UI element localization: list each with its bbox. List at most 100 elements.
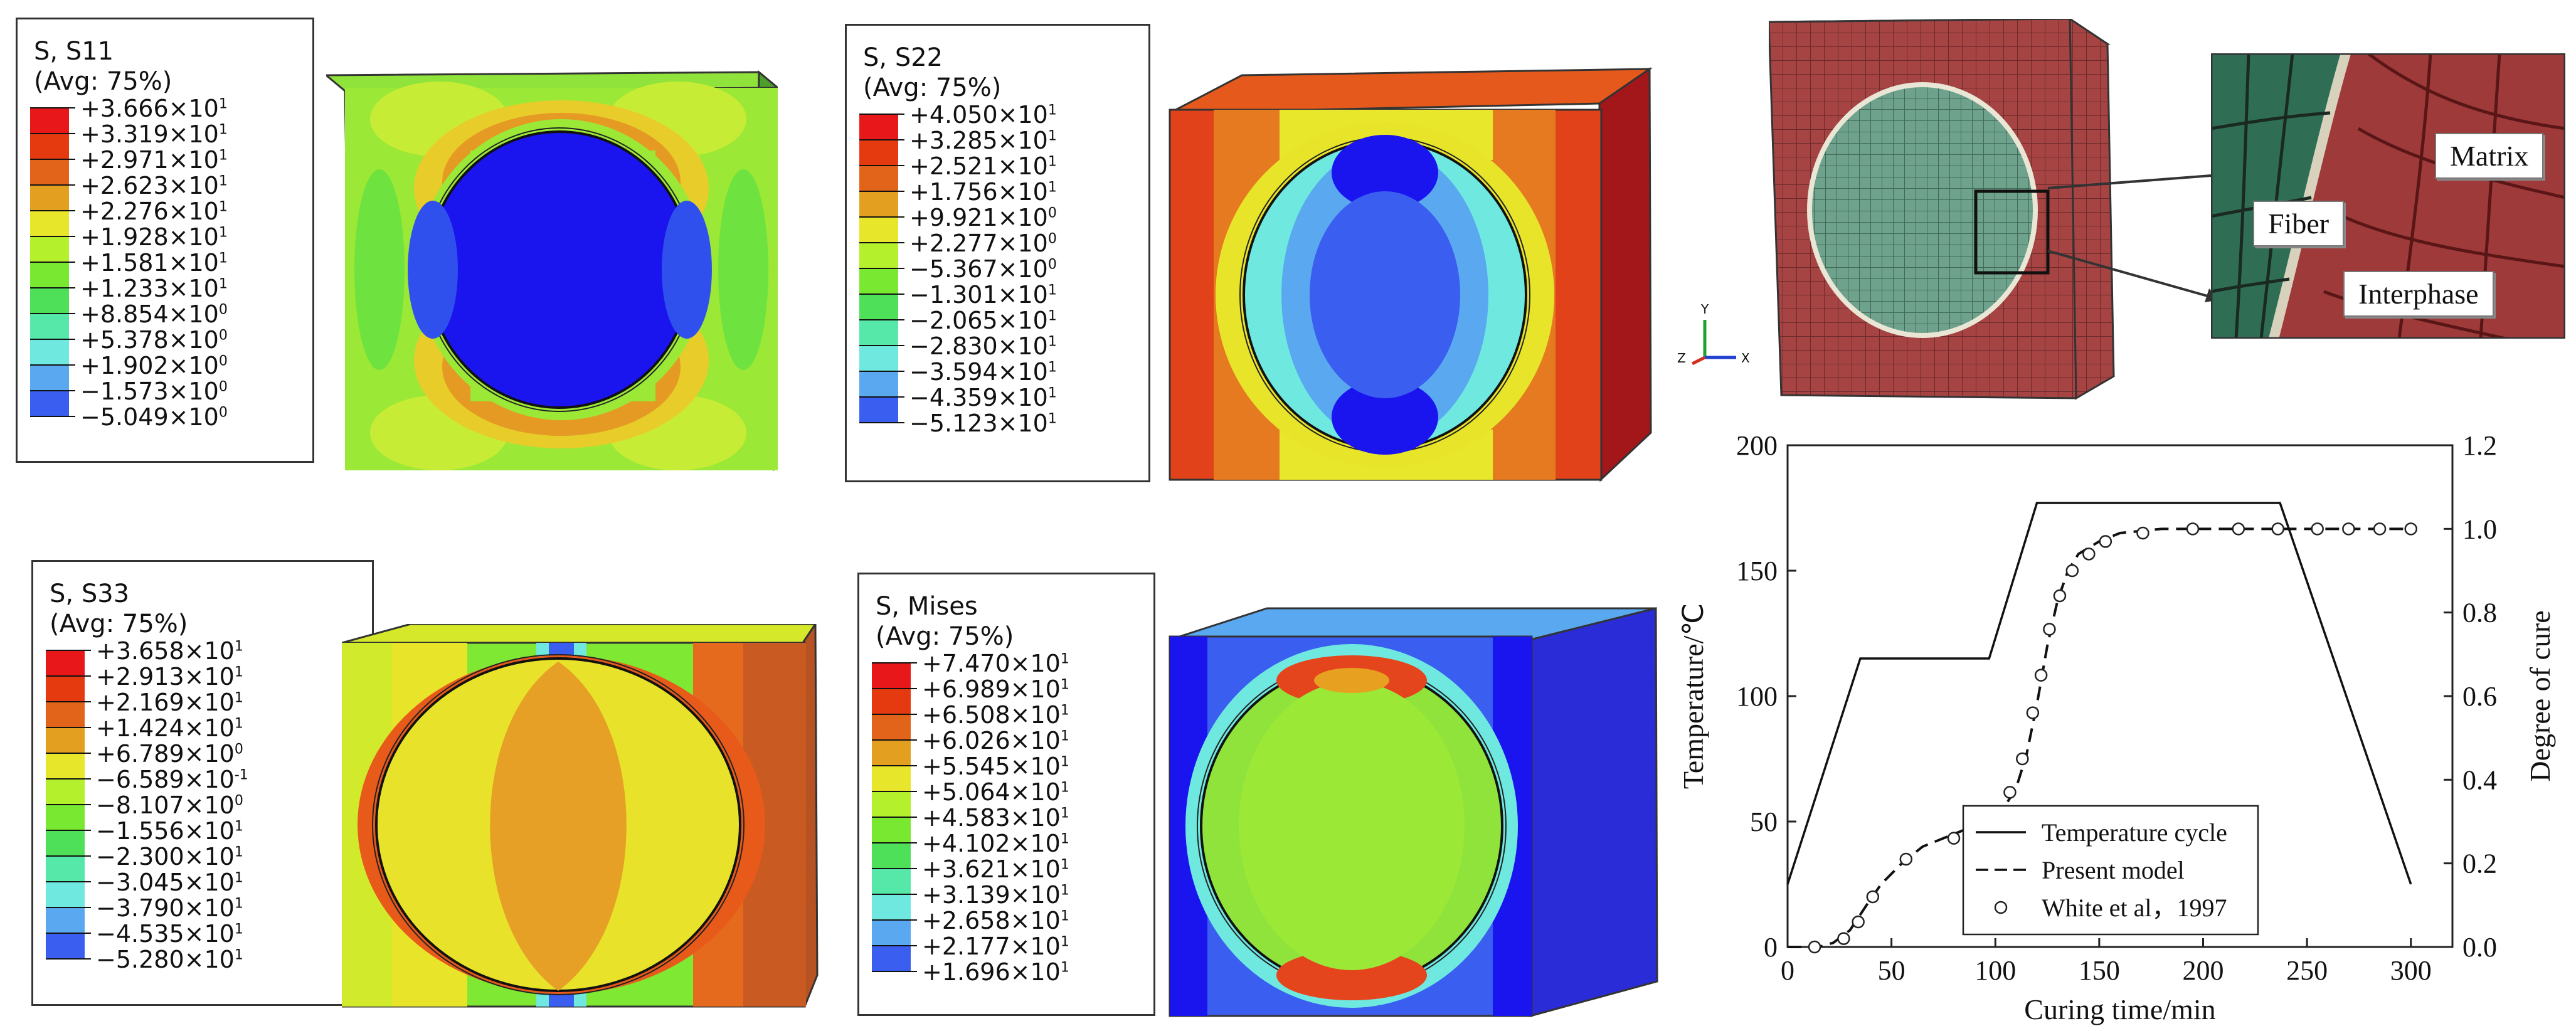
legend-value: −1.556×101 — [96, 817, 243, 845]
x-tick-label: 200 — [2183, 955, 2224, 986]
legend-tick — [859, 216, 904, 218]
legend-value: +1.233×101 — [80, 275, 228, 302]
legend-tick — [859, 293, 904, 295]
y-axis-label: Temperature/℃ — [1677, 603, 1709, 789]
legend-value: +3.621×101 — [922, 855, 1069, 883]
legend-value: +3.139×101 — [922, 881, 1069, 909]
legend-swatch — [872, 662, 911, 688]
x-tick-label: 100 — [1974, 955, 2016, 986]
legend-value: +2.169×101 — [96, 689, 243, 716]
legend-value: −2.830×101 — [909, 332, 1057, 360]
legend-tick — [30, 236, 75, 237]
legend-swatch — [859, 371, 898, 396]
legend-swatch — [30, 313, 69, 339]
legend-value: +2.971×101 — [80, 146, 228, 174]
legend-swatch — [46, 855, 85, 881]
legend-swatch — [872, 945, 911, 971]
triad-label-z: Z — [1677, 351, 1686, 366]
coordinate-triad: Y X Z — [1677, 302, 1750, 366]
legend-swatch — [859, 191, 898, 216]
legend-s33: S, S33 (Avg: 75%) +3.658×101 +2.913×101 +2.1… — [31, 560, 374, 1006]
label-fiber: Fiber — [2253, 201, 2345, 246]
legend-value: +3.319×101 — [80, 120, 228, 148]
legend-value: +4.102×101 — [922, 830, 1069, 857]
legend-average: (Avg: 75%) — [34, 67, 172, 96]
legend-tick — [859, 345, 904, 346]
x-tick-label: 0 — [1781, 955, 1794, 986]
data-point-white-1997 — [2136, 526, 2149, 540]
legend-tick — [46, 701, 91, 702]
legend-value: +2.623×101 — [80, 172, 228, 199]
legend-value: +2.177×101 — [922, 933, 1069, 960]
legend-value: +9.921×100 — [909, 204, 1057, 231]
legend-swatch — [46, 933, 85, 958]
legend-tick — [872, 817, 917, 818]
legend-value: −8.107×100 — [96, 791, 243, 819]
x-tick-label: 250 — [2286, 955, 2328, 986]
chart-legend-label: Temperature cycle — [2042, 818, 2227, 847]
legend-value: +1.424×101 — [96, 714, 243, 742]
y-tick-label: 150 — [1736, 556, 1778, 586]
legend-tick — [872, 765, 917, 766]
legend-value: −5.049×100 — [80, 403, 228, 431]
chart-legend-label: Present model — [2042, 856, 2185, 884]
legend-value: −1.573×100 — [80, 378, 228, 405]
legend-swatch — [859, 114, 898, 139]
legend-tick — [859, 268, 904, 269]
legend-swatch — [859, 268, 898, 293]
legend-tick — [859, 165, 904, 166]
legend-value: +2.277×100 — [909, 230, 1057, 257]
legend-value: −2.065×101 — [909, 307, 1057, 334]
series-line-present-model — [1788, 527, 2411, 948]
legend-value: +2.276×101 — [80, 198, 228, 225]
data-point-white-1997 — [1852, 915, 1865, 929]
legend-tick — [859, 422, 904, 423]
chart-legend-label: White et al，1997 — [2042, 894, 2227, 922]
legend-tick — [46, 881, 91, 882]
x-tick-label: 50 — [1878, 955, 1905, 986]
legend-tick — [30, 159, 75, 160]
legend-value: +5.545×101 — [922, 753, 1069, 780]
legend-value: −1.301×101 — [909, 281, 1057, 309]
legend-tick — [30, 210, 75, 211]
legend-value: −3.594×101 — [909, 358, 1057, 386]
data-point-white-1997 — [2034, 669, 2048, 682]
legend-average: (Avg: 75%) — [863, 73, 1002, 102]
legend-swatch — [872, 868, 911, 894]
legend-tick — [872, 971, 917, 972]
legend-tick — [872, 842, 917, 843]
data-point-white-1997 — [2026, 706, 2040, 719]
legend-swatch — [46, 804, 85, 830]
data-point-white-1997 — [2404, 522, 2417, 536]
legend-tick — [30, 313, 75, 314]
legend-tick — [46, 958, 91, 960]
legend-value: −3.045×101 — [96, 869, 243, 896]
y2-tick-label: 0.2 — [2462, 849, 2497, 879]
legend-swatch — [46, 753, 85, 778]
legend-tick — [859, 371, 904, 372]
data-point-white-1997 — [2311, 522, 2324, 536]
legend-value: +3.666×101 — [80, 95, 228, 122]
legend-swatch — [872, 842, 911, 868]
cube-s11-contour — [326, 63, 778, 483]
x-axis-label: Curing time/min — [2024, 993, 2215, 1025]
legend-value: +5.378×100 — [80, 326, 228, 354]
legend-value: +6.508×101 — [922, 701, 1069, 729]
data-point-white-1997 — [2043, 623, 2056, 636]
legend-tick — [872, 714, 917, 715]
data-point-white-1997 — [2082, 547, 2096, 561]
x-tick-label: 150 — [2079, 955, 2120, 986]
legend-value: +6.789×100 — [96, 740, 243, 768]
legend-value: +1.581×101 — [80, 249, 228, 277]
legend-swatch — [872, 765, 911, 791]
legend-value: −2.300×101 — [96, 843, 243, 870]
legend-swatch — [872, 919, 911, 945]
legend-value: −4.535×101 — [96, 920, 243, 948]
data-point-white-1997 — [1866, 890, 1880, 904]
series-line-temperature-cycle — [1786, 502, 2412, 885]
y-tick-label: 100 — [1736, 681, 1778, 712]
y2-tick-label: 0.4 — [2462, 764, 2497, 795]
legend-swatch — [859, 293, 898, 319]
legend-value: −4.359×101 — [909, 384, 1057, 411]
y2-axis-label: Degree of cure — [2524, 610, 2556, 781]
